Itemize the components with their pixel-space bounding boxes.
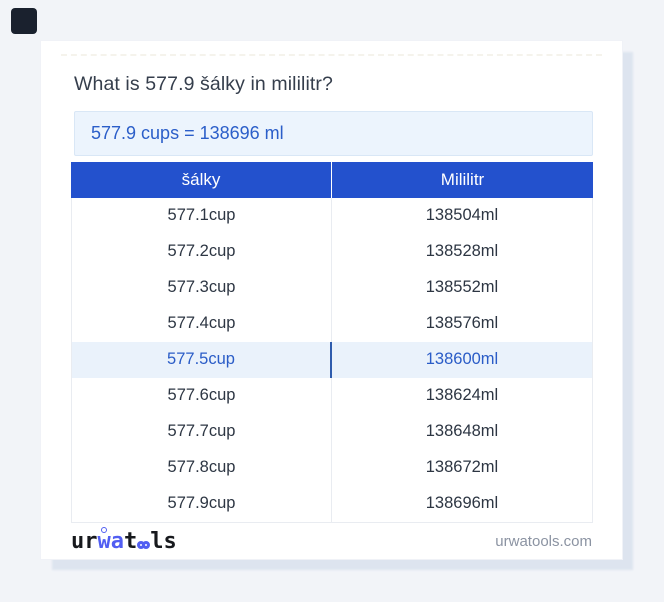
ml-cell: 138648ml	[425, 422, 499, 440]
cup-cell: 577.6cup	[72, 378, 332, 414]
ml-cell: 138552ml	[425, 278, 499, 296]
dashed-divider	[61, 54, 602, 56]
logo-part-t: t	[124, 528, 138, 554]
conversion-table: šálky Mililitr 577.1cup 138504ml 577.2cup 1…	[71, 162, 593, 523]
cup-cell: 577.2cup	[72, 234, 332, 270]
logo-part-ur: ur	[71, 528, 98, 554]
ml-cell: 138600ml	[425, 350, 499, 368]
logo-part-wa: wa	[97, 528, 125, 554]
footer: urwat ls urwatools.com	[71, 523, 592, 560]
ml-cell: 138696ml	[425, 494, 499, 512]
table-row[interactable]: 577.2cup 138528ml	[72, 234, 592, 270]
page-title: What is 577.9 šálky in mililitr?	[74, 73, 333, 95]
cup-cell: 577.4cup	[72, 306, 332, 342]
table-row[interactable]: 577.1cup 138504ml	[72, 198, 592, 234]
ml-cell: 138672ml	[425, 458, 499, 476]
table-row[interactable]: 577.5cup 138600ml	[72, 342, 592, 378]
logo-part-ls: ls	[150, 528, 177, 554]
table-row[interactable]: 577.4cup 138576ml	[72, 306, 592, 342]
column-header-mililitr: Mililitr	[440, 170, 485, 189]
ml-cell: 138528ml	[425, 242, 499, 260]
table-body: 577.1cup 138504ml 577.2cup 138528ml 577.3cup…	[71, 198, 593, 523]
table-row[interactable]: 577.6cup 138624ml	[72, 378, 592, 414]
ml-cell: 138576ml	[425, 314, 499, 332]
cup-cell: 577.8cup	[72, 450, 332, 486]
table-row[interactable]: 577.3cup 138552ml	[72, 270, 592, 306]
ml-cell: 138504ml	[425, 206, 499, 224]
logo[interactable]: urwat ls	[71, 526, 177, 555]
table-header: šálky Mililitr	[71, 162, 593, 198]
table-row[interactable]: 577.8cup 138672ml	[72, 450, 592, 486]
cup-cell: 577.1cup	[72, 198, 332, 234]
converter-card: What is 577.9 šálky in mililitr? 577.9 c…	[40, 40, 623, 560]
cup-cell: 577.3cup	[72, 270, 332, 306]
answer-box: 577.9 cups = 138696 ml	[74, 111, 593, 156]
corner-badge	[11, 8, 37, 34]
answer-text: 577.9 cups = 138696 ml	[91, 123, 284, 143]
site-url: urwatools.com	[495, 533, 592, 550]
table-row[interactable]: 577.9cup 138696ml	[72, 486, 592, 522]
table-row[interactable]: 577.7cup 138648ml	[72, 414, 592, 450]
logo-o-ring-icon	[142, 540, 151, 549]
cup-cell: 577.5cup	[72, 342, 332, 378]
column-header-cups: šálky	[71, 162, 332, 198]
logo-degree-icon	[101, 526, 107, 533]
cup-cell: 577.7cup	[72, 414, 332, 450]
cup-cell: 577.9cup	[72, 486, 332, 522]
ml-cell: 138624ml	[425, 386, 499, 404]
